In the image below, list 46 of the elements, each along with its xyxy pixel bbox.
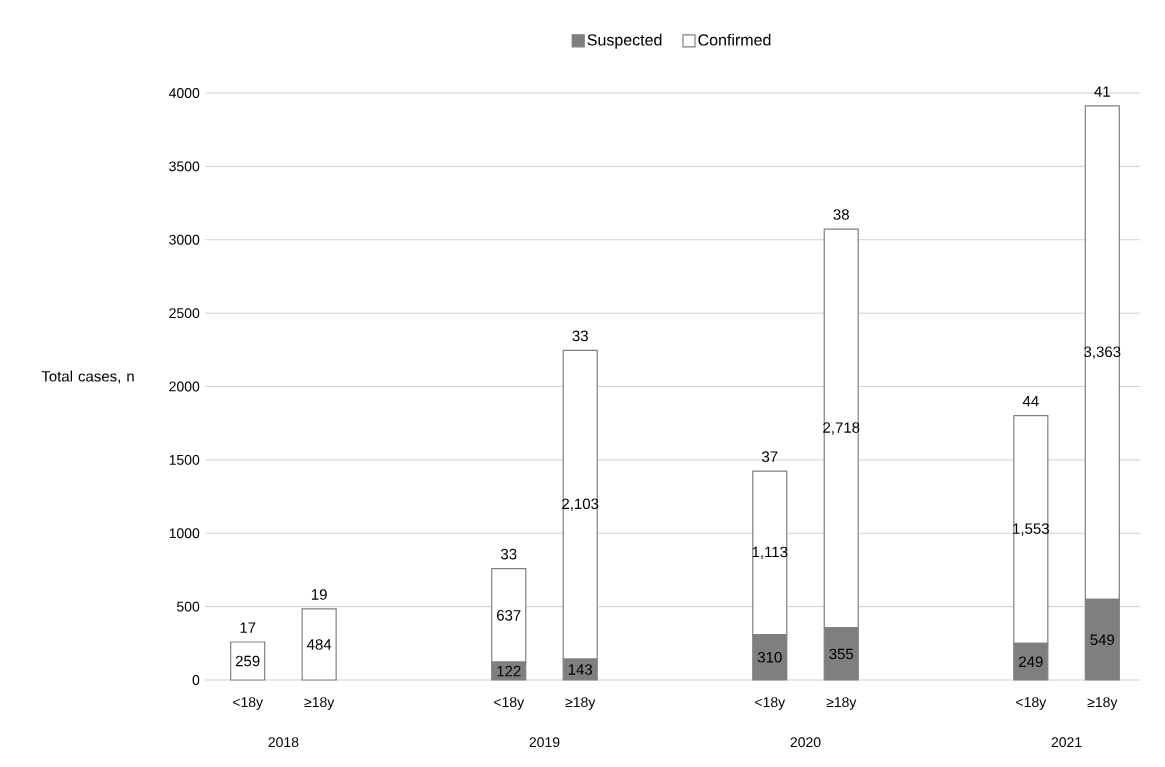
annotation: 19 [311, 589, 327, 600]
y-tick-label: 2500 [169, 308, 200, 319]
data-label: 3,363 [1084, 346, 1121, 359]
y-tick-label: 1500 [169, 454, 200, 465]
data-label: 1,553 [1013, 523, 1049, 536]
annotation: 44 [1022, 396, 1039, 407]
y-axis-title: Total cases, n [41, 370, 134, 384]
text: 2021 [1051, 737, 1082, 748]
data-label: 2,718 [823, 422, 860, 435]
data-label: 122 [497, 665, 521, 677]
annotation: 33 [572, 330, 588, 342]
legend-label: Confirmed [698, 33, 771, 46]
x-tick-label: ≥18y [1087, 697, 1118, 710]
text: 2018 [268, 737, 299, 748]
data-label: 259 [235, 655, 260, 667]
x-tick-label: <18y [755, 697, 786, 710]
annotation: 38 [833, 209, 849, 220]
x-tick-label: ≥18y [565, 697, 596, 710]
data-label: 549 [1090, 634, 1115, 646]
data-label: 310 [757, 651, 782, 663]
data-label: 637 [496, 610, 521, 621]
text: 2020 [790, 737, 821, 748]
x-tick-label: ≥18y [304, 697, 335, 710]
data-label: 249 [1019, 656, 1043, 668]
y-tick-label: 4000 [168, 88, 200, 98]
x-tick-label: <18y [233, 697, 264, 710]
y-tick-label: 3000 [169, 234, 200, 245]
data-label: 2,103 [562, 498, 599, 511]
data-label: 355 [829, 648, 854, 660]
text: 2019 [529, 737, 560, 748]
y-tick-label: 0 [192, 675, 200, 685]
x-tick-label: ≥18y [826, 697, 857, 710]
legend-label: Suspected [587, 33, 662, 49]
y-tick-label: 1000 [169, 528, 200, 539]
annotation: 37 [762, 451, 778, 462]
y-tick-label: 500 [177, 601, 200, 612]
data-label: 1,113 [752, 546, 788, 560]
y-tick-label: 2000 [169, 381, 200, 392]
annotation: 41 [1094, 86, 1110, 97]
y-tick-label: 3500 [169, 161, 200, 172]
annotation: 33 [500, 548, 517, 560]
annotation: 17 [240, 622, 256, 633]
data-label: 484 [306, 639, 332, 650]
data-label: 143 [568, 664, 593, 675]
x-tick-label: <18y [1016, 697, 1047, 710]
x-tick-label: <18y [494, 697, 525, 710]
